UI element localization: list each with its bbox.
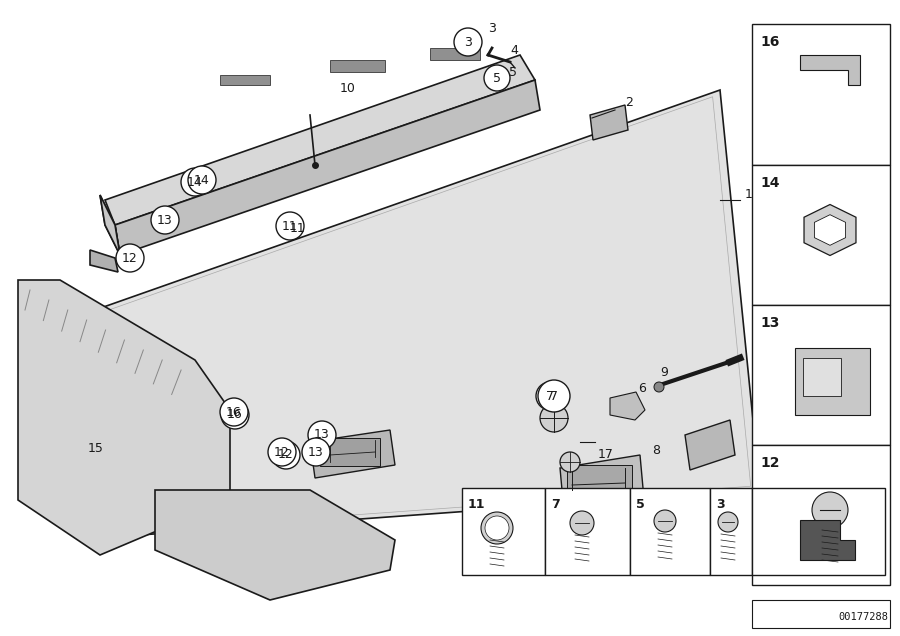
FancyBboxPatch shape	[752, 600, 890, 628]
Text: 2: 2	[625, 95, 633, 109]
FancyBboxPatch shape	[630, 488, 710, 575]
Circle shape	[485, 516, 509, 540]
Text: 5: 5	[493, 71, 501, 85]
Polygon shape	[430, 48, 480, 60]
Text: 1: 1	[745, 188, 753, 202]
Text: 11: 11	[290, 221, 306, 235]
Text: 12: 12	[760, 456, 779, 470]
Circle shape	[486, 67, 508, 89]
Circle shape	[302, 438, 330, 466]
Text: 11: 11	[468, 498, 485, 511]
Polygon shape	[800, 520, 855, 560]
Text: 13: 13	[314, 429, 330, 441]
Polygon shape	[590, 105, 628, 140]
Text: 3: 3	[716, 498, 725, 511]
Circle shape	[188, 166, 216, 194]
FancyBboxPatch shape	[752, 305, 890, 445]
Text: 13: 13	[308, 445, 324, 459]
Circle shape	[221, 401, 249, 429]
Circle shape	[540, 404, 568, 432]
Polygon shape	[155, 490, 395, 600]
Polygon shape	[95, 90, 760, 535]
Polygon shape	[18, 280, 230, 555]
Text: 15: 15	[88, 441, 104, 455]
Text: 14: 14	[187, 176, 202, 188]
Text: 9: 9	[660, 366, 668, 378]
Polygon shape	[330, 60, 385, 72]
Circle shape	[276, 212, 304, 240]
Circle shape	[538, 380, 570, 412]
Polygon shape	[310, 430, 395, 478]
Text: 17: 17	[598, 448, 614, 462]
Circle shape	[220, 398, 248, 426]
FancyBboxPatch shape	[752, 488, 885, 575]
Polygon shape	[560, 455, 645, 523]
Polygon shape	[115, 80, 540, 255]
Circle shape	[570, 511, 594, 535]
Polygon shape	[100, 195, 120, 255]
Text: 14: 14	[194, 174, 210, 186]
Text: 13: 13	[158, 214, 173, 226]
Circle shape	[456, 30, 480, 54]
Text: 3: 3	[464, 36, 472, 48]
Text: 5: 5	[636, 498, 644, 511]
Text: 5: 5	[509, 67, 517, 80]
Text: 12: 12	[274, 445, 290, 459]
Circle shape	[560, 452, 580, 472]
Polygon shape	[795, 348, 870, 415]
Polygon shape	[814, 215, 846, 245]
Text: 4: 4	[510, 43, 518, 57]
Text: 12: 12	[122, 251, 138, 265]
FancyBboxPatch shape	[752, 24, 890, 165]
Text: 11: 11	[282, 219, 298, 233]
FancyBboxPatch shape	[752, 445, 890, 585]
Text: 12: 12	[278, 448, 294, 462]
Text: 3: 3	[488, 22, 496, 34]
Polygon shape	[610, 392, 645, 420]
Polygon shape	[220, 75, 270, 85]
Polygon shape	[105, 55, 535, 225]
Text: 14: 14	[760, 176, 779, 190]
Circle shape	[481, 512, 513, 544]
Text: 16: 16	[227, 408, 243, 422]
Circle shape	[454, 28, 482, 56]
FancyBboxPatch shape	[462, 488, 545, 575]
Circle shape	[536, 382, 564, 410]
Circle shape	[116, 244, 144, 272]
Circle shape	[484, 65, 510, 91]
FancyBboxPatch shape	[752, 165, 890, 305]
Circle shape	[308, 421, 336, 449]
Polygon shape	[100, 195, 120, 255]
Text: 7: 7	[550, 389, 558, 403]
Circle shape	[272, 441, 300, 469]
Text: 16: 16	[760, 35, 779, 49]
Circle shape	[718, 512, 738, 532]
Text: 10: 10	[340, 81, 356, 95]
FancyBboxPatch shape	[803, 358, 841, 396]
Circle shape	[812, 492, 848, 528]
Polygon shape	[804, 205, 856, 256]
Circle shape	[654, 382, 664, 392]
Text: 13: 13	[760, 316, 779, 330]
Text: 16: 16	[226, 406, 242, 418]
Text: 8: 8	[652, 443, 660, 457]
Circle shape	[151, 206, 179, 234]
FancyBboxPatch shape	[545, 488, 630, 575]
FancyBboxPatch shape	[567, 465, 632, 513]
Text: 7: 7	[546, 389, 554, 403]
Polygon shape	[800, 55, 860, 85]
Circle shape	[268, 438, 296, 466]
FancyBboxPatch shape	[710, 488, 752, 575]
Circle shape	[181, 168, 209, 196]
FancyBboxPatch shape	[320, 438, 380, 466]
Text: 6: 6	[638, 382, 646, 394]
Text: 00177288: 00177288	[838, 612, 888, 622]
Circle shape	[654, 510, 676, 532]
Text: 7: 7	[551, 498, 560, 511]
Polygon shape	[90, 250, 118, 272]
Polygon shape	[685, 420, 735, 470]
